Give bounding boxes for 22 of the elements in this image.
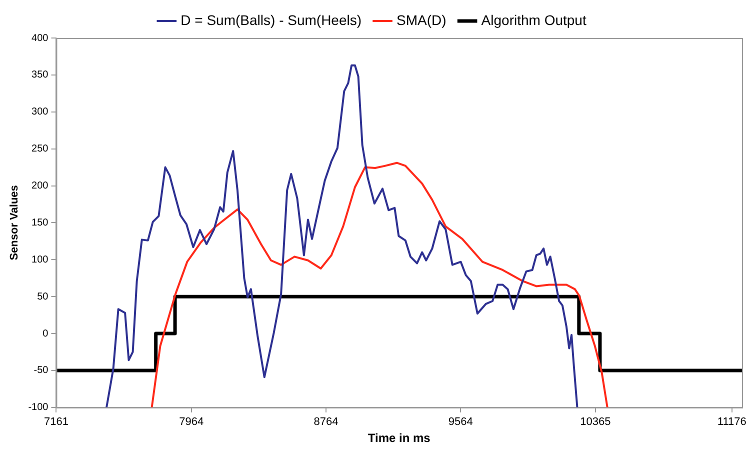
y-tick-label: -100 (28, 402, 49, 414)
x-tick-label: 8764 (314, 416, 338, 428)
x-tick-label: 9564 (448, 416, 473, 428)
x-tick-label: 7964 (179, 416, 204, 428)
y-tick-label: 400 (32, 32, 49, 44)
legend-label: D = Sum(Balls) - Sum(Heels) (180, 12, 362, 28)
legend-label: Algorithm Output (481, 12, 586, 28)
y-tick-label: 250 (32, 144, 49, 155)
y-tick-label: 200 (32, 180, 49, 192)
y-tick-label: 350 (32, 70, 49, 81)
y-tick-label: 0 (42, 328, 49, 340)
x-tick-label: 11176 (717, 416, 746, 428)
legend-label: SMA(D) (396, 12, 446, 28)
x-tick-label: 7161 (44, 416, 68, 428)
y-tick-label: 100 (32, 254, 49, 266)
x-tick-label: 10365 (580, 416, 611, 428)
y-tick-label: -50 (34, 365, 49, 376)
y-tick-label: 300 (32, 106, 49, 118)
y-axis-title: Sensor Values (8, 185, 21, 260)
x-axis-title: Time in ms (368, 431, 431, 446)
y-tick-label: 150 (32, 217, 49, 228)
y-tick-label: 50 (37, 291, 49, 302)
